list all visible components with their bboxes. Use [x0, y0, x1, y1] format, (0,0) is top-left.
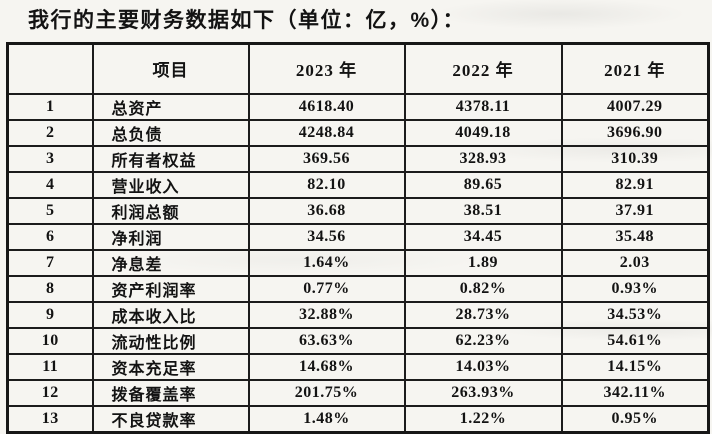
table-header: 项目 2023 年 2022 年 2021 年: [6, 42, 710, 95]
table-header-row: 项目 2023 年 2022 年 2021 年: [6, 42, 710, 95]
value-cell-2022: 38.51: [403, 196, 563, 225]
table-row: 3 所有者权益 369.56 328.93 310.39: [6, 144, 710, 173]
value-cell-2021: 14.15%: [560, 352, 710, 381]
value-cell-2021: 342.11%: [560, 378, 710, 407]
value-cell-2022: 263.93%: [403, 378, 563, 407]
value-cell-2021: 54.61%: [560, 326, 710, 355]
value-cell-2023: 34.56: [247, 222, 406, 251]
value-cell-2022: 89.65: [403, 170, 563, 199]
row-number-cell: 5: [6, 196, 94, 225]
item-cell: 所有者权益: [91, 144, 250, 173]
value-cell-2023: 369.56: [247, 144, 406, 173]
table-row: 11 资本充足率 14.68% 14.03% 14.15%: [6, 352, 710, 381]
item-cell: 总资产: [91, 92, 250, 121]
item-cell: 利润总额: [91, 196, 250, 225]
item-cell: 流动性比例: [91, 326, 250, 355]
row-number-cell: 10: [6, 326, 94, 355]
table-row: 7 净息差 1.64% 1.89 2.03: [6, 248, 710, 277]
header-year-2022: 2022 年: [403, 42, 563, 95]
item-cell: 净利润: [91, 222, 250, 251]
value-cell-2022: 1.22%: [403, 404, 563, 433]
row-number-cell: 6: [6, 222, 94, 251]
row-number-cell: 9: [6, 300, 94, 329]
table-row: 6 净利润 34.56 34.45 35.48: [6, 222, 710, 251]
value-cell-2023: 82.10: [247, 170, 406, 199]
table-row: 1 总资产 4618.40 4378.11 4007.29: [6, 92, 710, 121]
value-cell-2021: 35.48: [560, 222, 710, 251]
item-cell: 净息差: [91, 248, 250, 277]
table-row: 5 利润总额 36.68 38.51 37.91: [6, 196, 710, 225]
value-cell-2022: 14.03%: [403, 352, 563, 381]
item-cell: 资本充足率: [91, 352, 250, 381]
row-number-cell: 4: [6, 170, 94, 199]
value-cell-2023: 63.63%: [247, 326, 406, 355]
table-row: 13 不良贷款率 1.48% 1.22% 0.95%: [6, 404, 710, 433]
value-cell-2021: 310.39: [560, 144, 710, 173]
value-cell-2021: 34.53%: [560, 300, 710, 329]
value-cell-2023: 14.68%: [247, 352, 406, 381]
table-row: 8 资产利润率 0.77% 0.82% 0.93%: [6, 274, 710, 303]
row-number-cell: 13: [6, 404, 94, 433]
table-row: 2 总负债 4248.84 4049.18 3696.90: [6, 118, 710, 147]
row-number-cell: 3: [6, 144, 94, 173]
value-cell-2021: 2.03: [560, 248, 710, 277]
row-number-cell: 8: [6, 274, 94, 303]
value-cell-2023: 32.88%: [247, 300, 406, 329]
value-cell-2021: 0.95%: [560, 404, 710, 433]
value-cell-2021: 4007.29: [560, 92, 710, 121]
header-row-number: [6, 42, 94, 95]
value-cell-2021: 37.91: [560, 196, 710, 225]
item-cell: 成本收入比: [91, 300, 250, 329]
document-title: 我行的主要财务数据如下（单位：亿，%）：: [28, 9, 466, 32]
value-cell-2021: 82.91: [560, 170, 710, 199]
value-cell-2023: 36.68: [247, 196, 406, 225]
item-cell: 拨备覆盖率: [91, 378, 250, 407]
row-number-cell: 7: [6, 248, 94, 277]
table-body: 1 总资产 4618.40 4378.11 4007.29 2 总负债 4248.84 4049…: [6, 92, 710, 433]
value-cell-2021: 0.93%: [560, 274, 710, 303]
financial-data-table: 项目 2023 年 2022 年 2021 年 1 总资产 4618.40 4378.…: [6, 42, 710, 434]
value-cell-2021: 3696.90: [560, 118, 710, 147]
table-row: 9 成本收入比 32.88% 28.73% 34.53%: [6, 300, 710, 329]
row-number-cell: 11: [6, 352, 94, 381]
value-cell-2023: 4618.40: [247, 92, 406, 121]
value-cell-2023: 1.48%: [247, 404, 406, 433]
table-row: 4 营业收入 82.10 89.65 82.91: [6, 170, 710, 199]
value-cell-2022: 4049.18: [403, 118, 563, 147]
value-cell-2022: 62.23%: [403, 326, 563, 355]
value-cell-2022: 4378.11: [403, 92, 563, 121]
value-cell-2022: 28.73%: [403, 300, 563, 329]
item-cell: 营业收入: [91, 170, 250, 199]
row-number-cell: 1: [6, 92, 94, 121]
row-number-cell: 2: [6, 118, 94, 147]
header-item: 项目: [91, 42, 250, 95]
header-year-2021: 2021 年: [560, 42, 710, 95]
value-cell-2022: 0.82%: [403, 274, 563, 303]
value-cell-2023: 0.77%: [247, 274, 406, 303]
item-cell: 不良贷款率: [91, 404, 250, 433]
value-cell-2022: 34.45: [403, 222, 563, 251]
table-row: 10 流动性比例 63.63% 62.23% 54.61%: [6, 326, 710, 355]
value-cell-2023: 4248.84: [247, 118, 406, 147]
value-cell-2023: 1.64%: [247, 248, 406, 277]
value-cell-2022: 1.89: [403, 248, 563, 277]
item-cell: 资产利润率: [91, 274, 250, 303]
item-cell: 总负债: [91, 118, 250, 147]
table-row: 12 拨备覆盖率 201.75% 263.93% 342.11%: [6, 378, 710, 407]
header-year-2023: 2023 年: [247, 42, 406, 95]
value-cell-2023: 201.75%: [247, 378, 406, 407]
value-cell-2022: 328.93: [403, 144, 563, 173]
row-number-cell: 12: [6, 378, 94, 407]
